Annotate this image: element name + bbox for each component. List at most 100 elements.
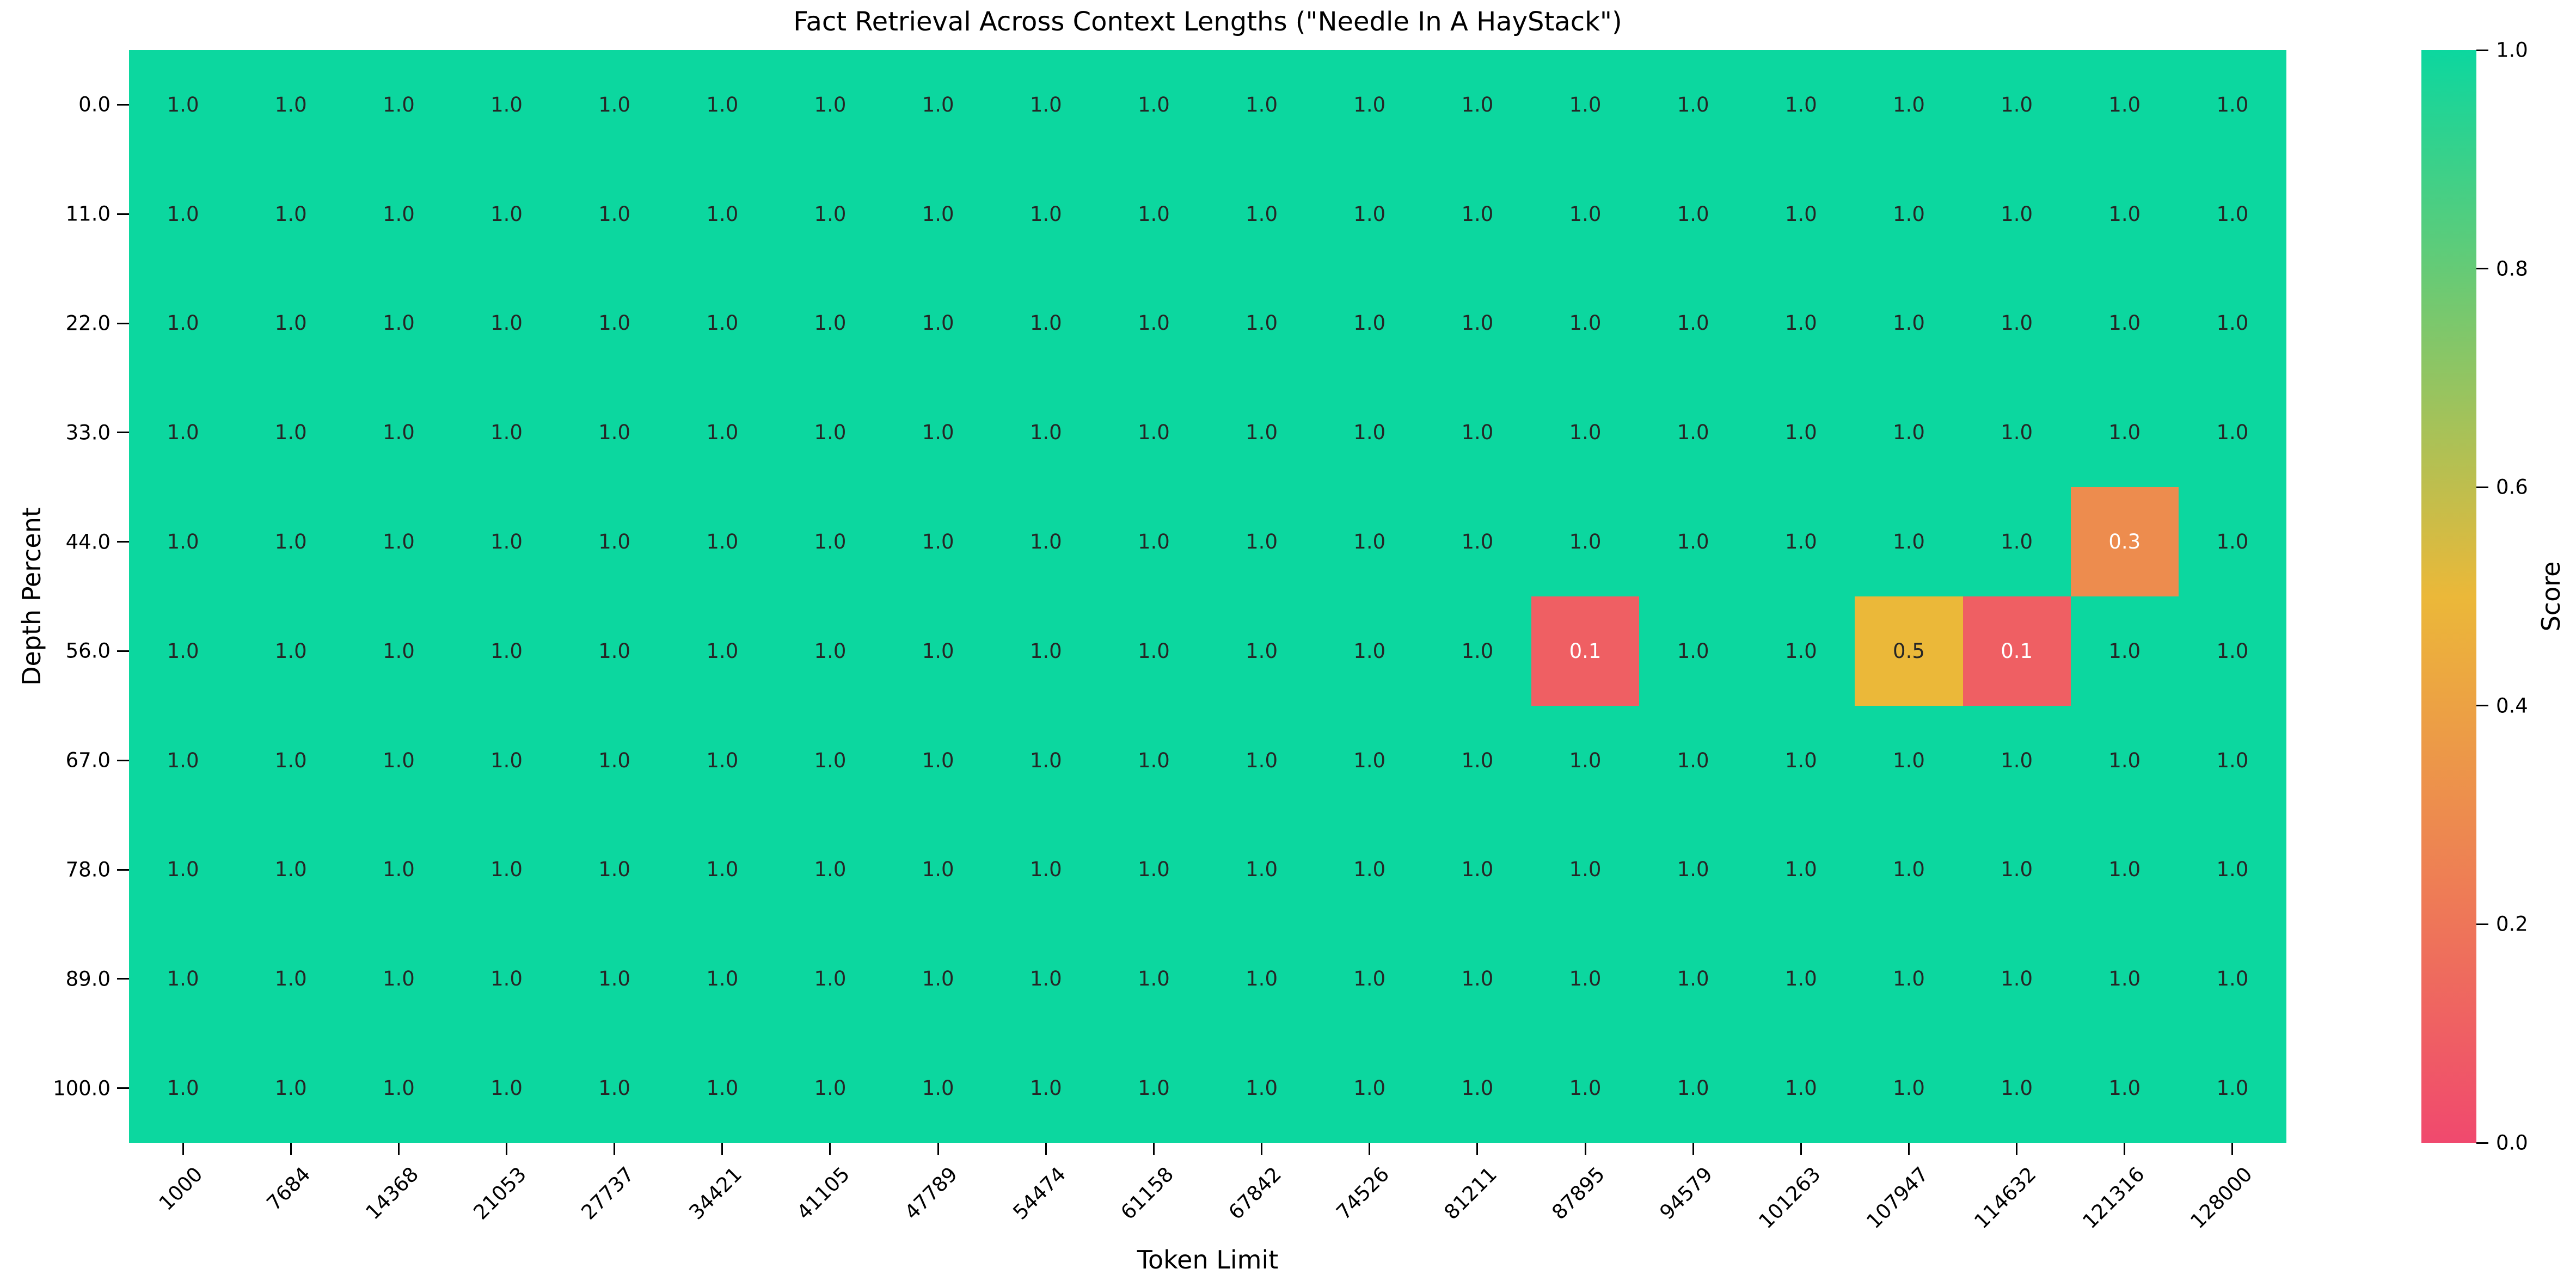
heatmap-cell: 0.5 xyxy=(1855,596,1963,706)
colorbar-tick-label: 0.4 xyxy=(2496,694,2528,718)
x-tick-mark xyxy=(1369,1143,1371,1155)
heatmap-cell: 1.0 xyxy=(884,596,992,706)
heatmap-cell: 1.0 xyxy=(345,268,453,378)
heatmap-cell: 1.0 xyxy=(668,1033,776,1143)
heatmap-cell: 1.0 xyxy=(1315,596,1424,706)
x-tick-mark xyxy=(2016,1143,2018,1155)
heatmap-cell: 1.0 xyxy=(1315,378,1424,488)
heatmap-cell: 0.3 xyxy=(2070,487,2179,596)
heatmap-cell: 1.0 xyxy=(1639,815,1747,925)
heatmap-cell: 1.0 xyxy=(2178,50,2286,159)
heatmap-cell: 1.0 xyxy=(1855,487,1963,596)
heatmap-cell: 1.0 xyxy=(1207,487,1316,596)
heatmap-cell: 1.0 xyxy=(1315,705,1424,815)
heatmap-cell: 1.0 xyxy=(884,268,992,378)
heatmap-cell: 1.0 xyxy=(668,705,776,815)
x-tick-label: 41105 xyxy=(792,1162,855,1224)
x-tick-mark xyxy=(614,1143,616,1155)
heatmap-cell: 1.0 xyxy=(776,924,885,1034)
heatmap-cell: 1.0 xyxy=(237,596,345,706)
heatmap-cell: 1.0 xyxy=(1531,815,1640,925)
heatmap-cell: 1.0 xyxy=(129,50,237,159)
y-tick-mark xyxy=(117,432,129,434)
heatmap-cell: 1.0 xyxy=(1639,268,1747,378)
x-tick-mark xyxy=(829,1143,831,1155)
heatmap-cell: 1.0 xyxy=(992,705,1100,815)
x-tick-label: 128000 xyxy=(2186,1162,2257,1234)
heatmap-cell: 1.0 xyxy=(1100,268,1208,378)
heatmap-cell: 1.0 xyxy=(1207,268,1316,378)
heatmap-cell: 1.0 xyxy=(1639,50,1747,159)
heatmap-cell: 1.0 xyxy=(237,268,345,378)
x-tick-label: 74526 xyxy=(1332,1162,1394,1224)
x-axis-label: Token Limit xyxy=(1137,1245,1279,1274)
heatmap-cell: 1.0 xyxy=(2178,1033,2286,1143)
heatmap-cell: 1.0 xyxy=(452,378,561,488)
heatmap-cell: 1.0 xyxy=(2178,378,2286,488)
x-tick-mark xyxy=(506,1143,508,1155)
colorbar-gradient xyxy=(2421,50,2476,1143)
heatmap-cell: 1.0 xyxy=(668,268,776,378)
heatmap-cell: 1.0 xyxy=(345,705,453,815)
heatmap-cell: 1.0 xyxy=(884,815,992,925)
x-tick-label: 61158 xyxy=(1116,1162,1178,1224)
heatmap-cell: 1.0 xyxy=(1531,1033,1640,1143)
x-tick-mark xyxy=(1476,1143,1479,1155)
heatmap-cell: 1.0 xyxy=(1747,50,1855,159)
heatmap-cell: 1.0 xyxy=(452,924,561,1034)
x-tick-mark xyxy=(1261,1143,1263,1155)
heatmap-cell: 1.0 xyxy=(345,596,453,706)
heatmap-cell: 1.0 xyxy=(1747,159,1855,269)
heatmap-cell: 1.0 xyxy=(992,378,1100,488)
heatmap-cell: 1.0 xyxy=(668,487,776,596)
x-tick-mark xyxy=(1152,1143,1155,1155)
heatmap-cell: 1.0 xyxy=(992,268,1100,378)
heatmap-cell: 1.0 xyxy=(345,159,453,269)
heatmap-cell: 1.0 xyxy=(992,815,1100,925)
heatmap-cell: 1.0 xyxy=(1531,50,1640,159)
heatmap-cell: 1.0 xyxy=(992,159,1100,269)
heatmap-cell: 1.0 xyxy=(992,924,1100,1034)
heatmap-cell: 1.0 xyxy=(452,487,561,596)
heatmap-cell: 0.1 xyxy=(1531,596,1640,706)
heatmap-cell: 1.0 xyxy=(452,268,561,378)
heatmap-cell: 1.0 xyxy=(237,159,345,269)
heatmap-cell: 1.0 xyxy=(1531,924,1640,1034)
y-tick-mark xyxy=(117,869,129,871)
heatmap-cell: 1.0 xyxy=(776,378,885,488)
heatmap-cell: 1.0 xyxy=(1207,159,1316,269)
heatmap-cell: 1.0 xyxy=(1315,50,1424,159)
heatmap-cell: 1.0 xyxy=(1747,815,1855,925)
heatmap-cell: 1.0 xyxy=(884,487,992,596)
heatmap-cell: 1.0 xyxy=(1855,50,1963,159)
colorbar-tick-mark xyxy=(2476,705,2488,707)
heatmap-cell: 1.0 xyxy=(560,50,668,159)
x-tick-label: 121316 xyxy=(2077,1162,2149,1234)
heatmap-cell: 1.0 xyxy=(1100,815,1208,925)
heatmap-cell: 1.0 xyxy=(1962,159,2071,269)
y-tick-mark xyxy=(117,541,129,543)
heatmap-cell: 1.0 xyxy=(452,596,561,706)
heatmap-cell: 1.0 xyxy=(1423,378,1531,488)
heatmap-cell: 1.0 xyxy=(560,159,668,269)
heatmap-cell: 1.0 xyxy=(1100,159,1208,269)
heatmap-cell: 1.0 xyxy=(129,596,237,706)
heatmap-cell: 1.0 xyxy=(129,924,237,1034)
heatmap-cell: 1.0 xyxy=(1207,924,1316,1034)
heatmap-cell: 0.1 xyxy=(1962,596,2071,706)
y-tick-mark xyxy=(117,759,129,761)
heatmap-cell: 1.0 xyxy=(1855,378,1963,488)
heatmap-cell: 1.0 xyxy=(1855,705,1963,815)
heatmap-cell: 1.0 xyxy=(1747,378,1855,488)
heatmap-cell: 1.0 xyxy=(1423,268,1531,378)
heatmap-cell: 1.0 xyxy=(1100,924,1208,1034)
x-tick-mark xyxy=(182,1143,184,1155)
heatmap-cell: 1.0 xyxy=(1855,268,1963,378)
heatmap-cell: 1.0 xyxy=(1207,815,1316,925)
x-tick-mark xyxy=(1692,1143,1694,1155)
heatmap-cell: 1.0 xyxy=(1747,705,1855,815)
heatmap-cell: 1.0 xyxy=(1207,378,1316,488)
heatmap-cell: 1.0 xyxy=(345,378,453,488)
heatmap-cell: 1.0 xyxy=(1100,1033,1208,1143)
